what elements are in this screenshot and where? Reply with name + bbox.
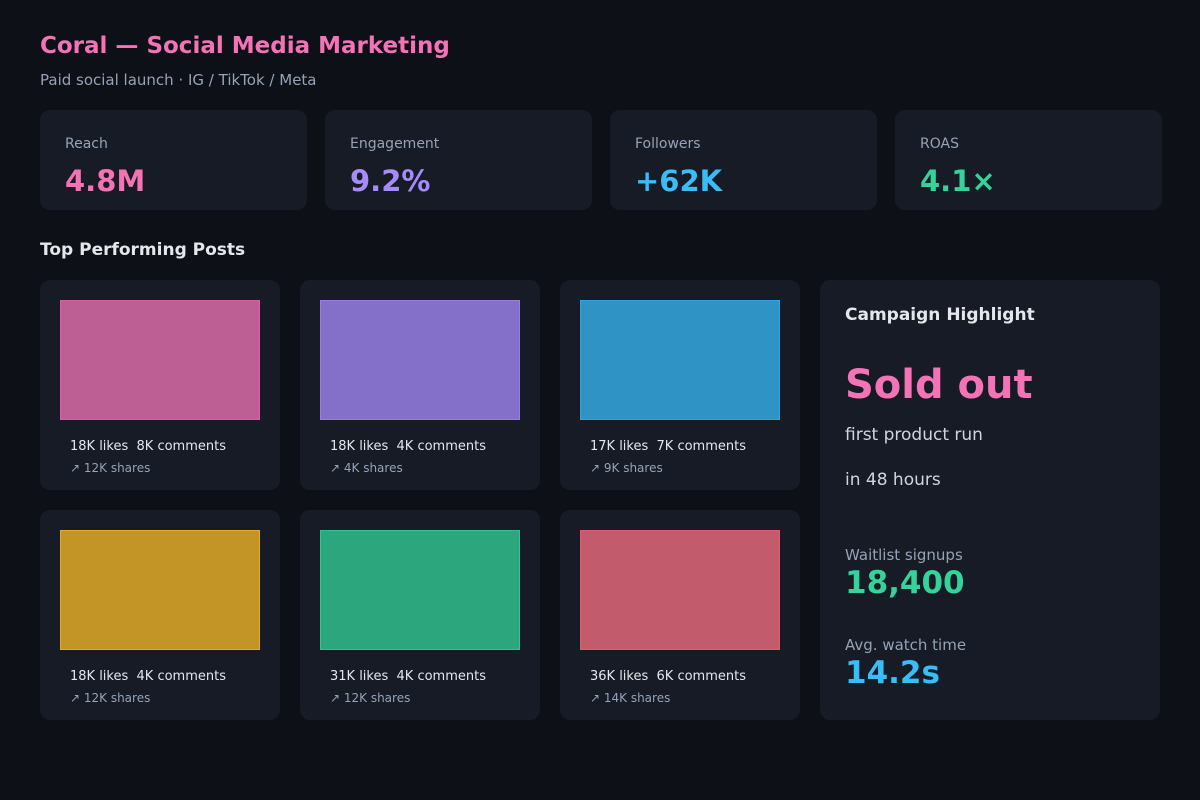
kpi-card-reach: Reach 4.8M (40, 110, 307, 210)
post-stats: 18K likes 4K comments (70, 669, 226, 684)
post-stats: 18K likes 8K comments (70, 439, 226, 454)
post-stats: 18K likes 4K comments (330, 439, 486, 454)
kpi-label: Engagement (350, 136, 440, 152)
kpi-card-followers: Followers +62K (610, 110, 877, 210)
post-card[interactable]: 31K likes 4K comments ↗ 12K shares (300, 510, 540, 720)
kpi-label: Reach (65, 136, 108, 152)
post-thumbnail[interactable] (60, 530, 260, 650)
post-stats: 36K likes 6K comments (590, 669, 746, 684)
page-title: Coral — Social Media Marketing (40, 33, 450, 59)
post-thumbnail[interactable] (580, 530, 780, 650)
post-shares: ↗ 12K shares (70, 691, 151, 705)
post-card[interactable]: 18K likes 4K comments ↗ 12K shares (40, 510, 280, 720)
highlight-line: first product run (845, 425, 983, 445)
waitlist-signups-value: 18,400 (845, 565, 965, 601)
kpi-card-roas: ROAS 4.1× (895, 110, 1162, 210)
post-card[interactable]: 18K likes 4K comments ↗ 4K shares (300, 280, 540, 490)
kpi-value: 4.1× (920, 164, 996, 198)
post-thumbnail[interactable] (580, 300, 780, 420)
post-stats: 31K likes 4K comments (330, 669, 486, 684)
post-card[interactable]: 18K likes 8K comments ↗ 12K shares (40, 280, 280, 490)
page-subtitle: Paid social launch · IG / TikTok / Meta (40, 71, 317, 89)
section-title-top-posts: Top Performing Posts (40, 240, 246, 260)
post-card[interactable]: 36K likes 6K comments ↗ 14K shares (560, 510, 800, 720)
kpi-label: Followers (635, 136, 701, 152)
post-shares: ↗ 12K shares (70, 461, 151, 475)
post-shares: ↗ 4K shares (330, 461, 403, 475)
post-shares: ↗ 14K shares (590, 691, 671, 705)
highlight-line: in 48 hours (845, 470, 941, 490)
post-thumbnail[interactable] (320, 530, 520, 650)
kpi-value: 9.2% (350, 164, 431, 198)
post-shares: ↗ 12K shares (330, 691, 411, 705)
campaign-highlight-card: Campaign Highlight Sold out first produc… (820, 280, 1160, 720)
post-thumbnail[interactable] (60, 300, 260, 420)
post-card[interactable]: 17K likes 7K comments ↗ 9K shares (560, 280, 800, 490)
kpi-value: +62K (635, 164, 723, 198)
post-shares: ↗ 9K shares (590, 461, 663, 475)
highlight-headline: Sold out (845, 362, 1033, 408)
post-stats: 17K likes 7K comments (590, 439, 746, 454)
kpi-value: 4.8M (65, 164, 146, 198)
waitlist-signups-label: Waitlist signups (845, 546, 963, 564)
avg-watch-time-label: Avg. watch time (845, 636, 967, 654)
avg-watch-time-value: 14.2s (845, 655, 940, 691)
post-thumbnail[interactable] (320, 300, 520, 420)
highlight-title: Campaign Highlight (845, 305, 1035, 325)
kpi-label: ROAS (920, 136, 959, 152)
kpi-card-engagement: Engagement 9.2% (325, 110, 592, 210)
